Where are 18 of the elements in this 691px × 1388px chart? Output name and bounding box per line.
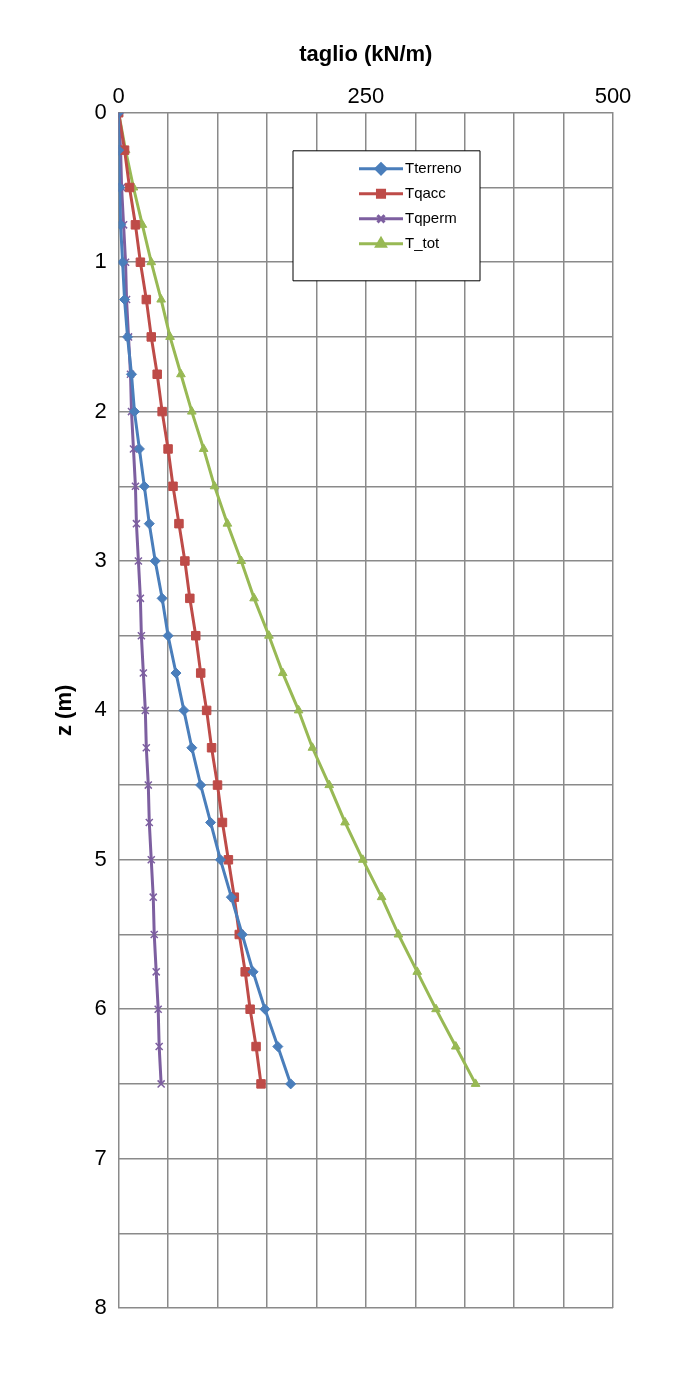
- y-tick-label: 2: [94, 397, 107, 423]
- y-tick-label: 3: [94, 547, 107, 573]
- y-tick-label: 6: [94, 995, 107, 1021]
- y-tick-label: 8: [94, 1294, 107, 1320]
- y-tick-label: 5: [94, 845, 107, 871]
- y-tick-label: 1: [94, 248, 107, 274]
- y-tick-label: 4: [94, 696, 107, 722]
- y-tick-label: 7: [94, 1144, 107, 1170]
- y-tick-label: 0: [94, 98, 107, 124]
- x-axis-title: taglio (kN/m): [299, 41, 433, 67]
- y-axis-title: z (m): [51, 684, 77, 737]
- x-tick-label: 500: [594, 82, 632, 108]
- legend-label: Tqperm: [405, 208, 457, 226]
- legend-label: Tqacc: [405, 183, 447, 201]
- x-tick-label: 250: [347, 82, 385, 108]
- legend-label: Tterreno: [405, 158, 462, 176]
- x-tick-label: 0: [112, 82, 125, 108]
- legend-label: T_tot: [405, 233, 441, 251]
